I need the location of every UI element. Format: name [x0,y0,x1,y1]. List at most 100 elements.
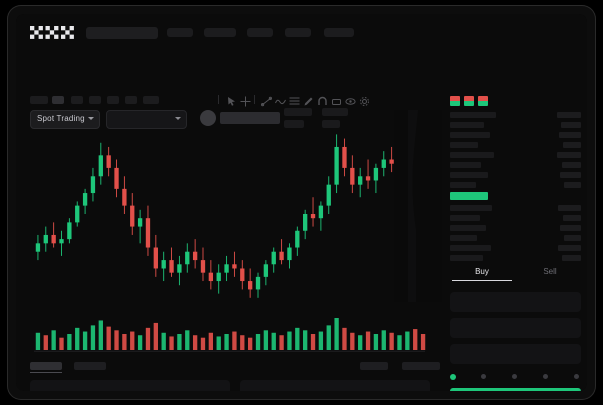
order-type-field[interactable] [450,292,581,312]
orderbook-bid-row[interactable] [450,235,477,241]
occluding-shadow [394,110,442,302]
crosshair-icon[interactable] [240,94,251,107]
tab-order-history[interactable] [74,362,106,370]
eye-icon[interactable] [345,94,356,105]
amount-field[interactable] [450,344,581,364]
trendline-icon[interactable] [261,94,272,107]
orderbook-asks-icon[interactable] [478,96,488,106]
orderbook-bid-price [558,245,581,251]
cursor-icon[interactable] [226,94,237,106]
nav-item-2[interactable] [204,28,236,37]
okx-logo-icon[interactable] [30,26,74,39]
toolbar-divider [254,95,255,104]
chevron-down-icon [175,117,181,120]
interval-button-2[interactable] [52,96,64,104]
orderbook-ask-row[interactable] [450,152,494,158]
orderbook-ask-price [564,182,581,188]
orderbook-view-toggles [448,94,508,108]
orderbook-bid-row[interactable] [450,255,483,261]
slider-dot-3[interactable] [543,374,548,379]
pair-name-label [220,112,280,124]
pencil-icon[interactable] [303,94,314,106]
tab-right-2[interactable] [402,362,440,370]
chart-toolbar [16,92,433,108]
buy-tab[interactable]: Buy [475,267,489,276]
price-chart[interactable] [26,112,433,308]
app-screen: Spot Trading [16,14,587,391]
fibonacci-icon[interactable] [289,94,300,105]
orderbook-ask-row[interactable] [450,142,478,148]
magnet-icon[interactable] [317,94,328,105]
orderbook-ask-price [559,132,581,138]
nav-item-5[interactable] [324,28,354,37]
interval-button-6[interactable] [125,96,137,104]
interval-button-4[interactable] [89,96,101,104]
orderbook-bids-icon[interactable] [464,96,474,106]
top-navigation-bar [16,14,587,50]
orderbook-ask-row[interactable] [450,132,490,138]
slider-dot-2[interactable] [512,374,517,379]
nav-item-3[interactable] [247,28,273,37]
chevron-down-icon [88,117,94,120]
tab-right-1[interactable] [360,362,388,370]
orderbook-spread-row [450,192,488,200]
bottom-panel-left [30,380,230,391]
orderbook-bid-price [558,205,581,211]
orderbook-bid-row[interactable] [450,245,491,251]
orderbook-ask-row[interactable] [450,182,476,188]
orderbook-bid-row[interactable] [450,205,492,211]
amount-slider[interactable] [450,372,581,382]
wave-icon[interactable] [275,94,286,105]
coin-avatar [200,110,216,126]
bottom-tabs [30,362,440,373]
orderbook-bid-price [563,215,581,221]
settings-icon[interactable] [359,94,370,106]
orderbook-ask-row[interactable] [450,122,484,128]
orderbook-both-icon[interactable] [450,96,460,106]
slider-dot-4[interactable] [574,374,579,379]
orderbook-ask-price [562,162,581,168]
device-frame: Spot Trading [7,5,596,400]
sell-tab[interactable]: Sell [543,267,557,276]
orderbook-ask-price [561,122,581,128]
submit-order-button[interactable] [450,388,581,391]
orderbook-ask-price [557,152,581,158]
eraser-icon[interactable] [331,94,342,105]
price-field[interactable] [450,318,581,338]
pair-selector[interactable] [106,110,187,129]
order-panel: Buy Sell [444,92,587,391]
stat-change-24h [322,108,348,116]
stat-last-price-sub [284,120,304,128]
orderbook-ask-price [560,172,581,178]
interval-button-7[interactable] [143,96,159,104]
market-header: Spot Trading [16,58,587,129]
orderbook-ask-row[interactable] [450,162,481,168]
interval-button-1[interactable] [30,96,48,104]
orderbook-ask-price [557,112,581,118]
stat-last-price [284,108,312,116]
orderbook-ask-row[interactable] [450,112,496,118]
slider-dot-0[interactable] [450,373,456,380]
trading-mode-label: Spot Trading [37,114,85,123]
buy-sell-tabs: Buy Sell [448,267,583,287]
orderbook-ask-row[interactable] [450,172,488,178]
trading-mode-selector[interactable]: Spot Trading [30,110,100,129]
search-input[interactable] [86,27,158,39]
orderbook-bid-row[interactable] [450,225,486,231]
nav-item-1[interactable] [167,28,193,37]
tab-active-underline [30,372,62,373]
tab-open-orders[interactable] [30,362,62,370]
interval-button-5[interactable] [107,96,119,104]
orderbook-bid-price [562,255,581,261]
volume-chart [26,314,433,354]
orderbook-bid-price [564,235,581,241]
buy-tab-underline [452,280,512,281]
slider-dot-1[interactable] [481,374,486,379]
nav-item-4[interactable] [285,28,311,37]
stat-change-24h-sub [322,120,340,128]
orderbook-bid-price [560,225,581,231]
interval-button-3[interactable] [71,96,83,104]
orderbook-bid-row[interactable] [450,215,480,221]
toolbar-divider [218,95,219,104]
